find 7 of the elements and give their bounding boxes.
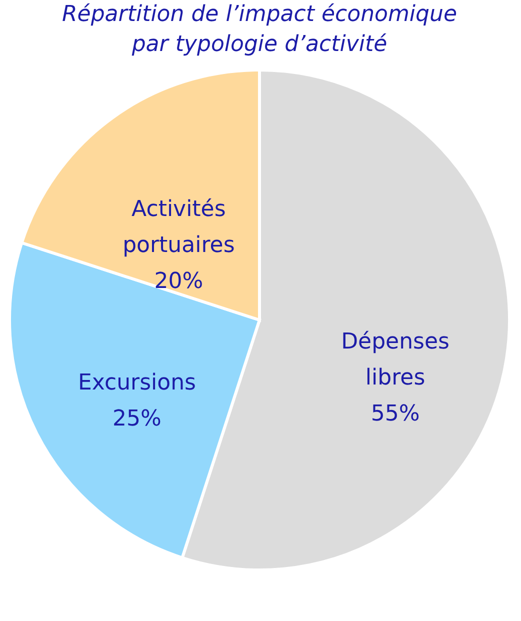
data-label: 25% (112, 406, 162, 432)
data-label: 20% (154, 268, 204, 294)
slice-label: Excursions (78, 370, 196, 396)
slice-label: Dépenses libres (341, 330, 450, 391)
slice-label: Activités portuaires (122, 196, 235, 258)
chart-title: Répartition de l’impact économique par typologie d’activité (62, 2, 457, 57)
data-label: 55% (370, 402, 420, 427)
